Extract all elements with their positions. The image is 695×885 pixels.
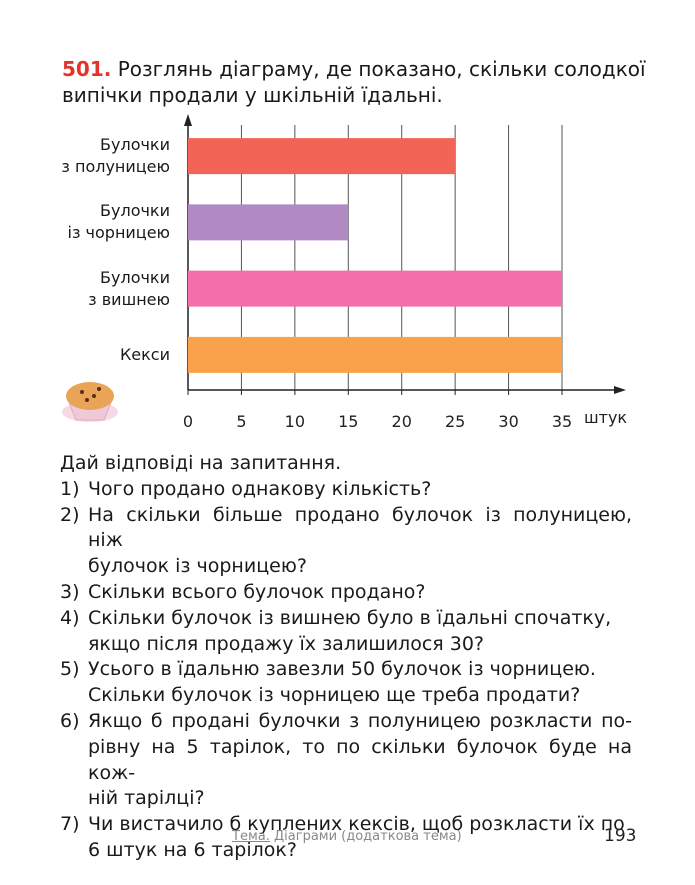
question-number: 1)	[60, 477, 80, 500]
question-line: булочок із чорницею?	[88, 555, 307, 578]
questions-intro: Дай відповіді на запитання.	[60, 452, 342, 474]
question-number: 6)	[60, 709, 80, 732]
question-number: 7)	[60, 813, 80, 836]
question-line: ній тарілці?	[88, 787, 205, 810]
problem-text: випічки продали у шкільній їдальні.	[62, 83, 443, 107]
footer-topic-label: Тема.	[232, 829, 270, 844]
bar	[188, 270, 562, 307]
y-tick-label: Кекси	[119, 344, 170, 364]
question-line: Скільки булочок із вишнею було в їдальні…	[88, 606, 612, 629]
x-tick-label: 20	[392, 412, 412, 431]
question: 4) Скільки булочок із вишнею було в їдаль…	[60, 606, 632, 658]
y-axis-arrow	[184, 114, 192, 126]
question-line: Скільки всього булочок продано?	[88, 580, 426, 603]
bar	[188, 204, 349, 241]
muffin-icon	[62, 382, 118, 422]
x-tick-label: 5	[236, 412, 246, 431]
x-tick-label: 0	[183, 412, 193, 431]
bar	[188, 138, 456, 175]
question-number: 4)	[60, 606, 80, 629]
question: 5) Усього в їдальню завезли 50 булочок із…	[60, 657, 632, 709]
questions: Дай відповіді на запитання. 1) Чого прода…	[60, 451, 632, 864]
problem-number: 501.	[62, 57, 112, 81]
y-tick-label: Булочки з вишнею	[88, 267, 170, 309]
question: 6) Якщо б продані булочки з полуницею роз…	[60, 709, 632, 812]
y-tick-label: Булочки із чорницею	[67, 201, 171, 243]
question-number: 2)	[60, 503, 80, 526]
question: 1) Чого продано однакову кількість?	[60, 477, 632, 503]
question: 7) Чи вистачило б куплених кексів, щоб ро…	[60, 812, 632, 864]
question-line: Скільки булочок із чорницею ще треба про…	[88, 684, 581, 707]
x-tick-label: 30	[498, 412, 518, 431]
problem: 501. Розглянь діаграму, де показано, скі…	[62, 56, 646, 108]
page-number: 193	[604, 826, 637, 846]
question-line: Усього в їдальню завезли 50 булочок із ч…	[88, 658, 596, 681]
problem-text: Розглянь діаграму, де показано, скільки …	[117, 57, 646, 81]
x-axis-label: штук	[584, 408, 627, 427]
question-number: 3)	[60, 580, 80, 603]
bar	[188, 336, 562, 373]
footer-topic: Тема. Діаграми (додаткова тема)	[232, 829, 462, 844]
x-tick-label: 35	[552, 412, 572, 431]
chart: 0 5 10 15 20 25 30 35 штук	[62, 114, 627, 431]
question-text: Чи вистачило б куплених кексів, щоб розк…	[88, 812, 625, 864]
question-number: 5)	[60, 658, 80, 681]
question-line: якщо після продажу їх залишилося 30?	[88, 632, 484, 655]
question-line: Чи вистачило б куплених кексів, щоб розк…	[88, 813, 625, 836]
question-line: Чого продано однакову кількість?	[88, 477, 432, 500]
question-line: Якщо б продані булочки з полуницею розкл…	[88, 709, 632, 732]
footer-topic-text: Діаграми (додаткова тема)	[274, 829, 462, 844]
question-line: 6 штук на 6 тарілок?	[88, 838, 297, 861]
question-text: Усього в їдальню завезли 50 булочок із ч…	[88, 657, 596, 709]
question-text: Чого продано однакову кількість?	[88, 477, 431, 503]
x-tick-label: 15	[338, 412, 358, 431]
question-line: рівну на 5 тарілок, то по скільки булочо…	[88, 735, 632, 784]
question-text: На скільки більше продано булочок із пол…	[88, 503, 632, 580]
question-text: Скільки булочок із вишнею було в їдальні…	[88, 606, 611, 658]
x-tick-label: 10	[285, 412, 305, 431]
question: 2) На скільки більше продано булочок із п…	[60, 503, 632, 580]
x-tick-label: 25	[445, 412, 465, 431]
question-text: Якщо б продані булочки з полуницею розкл…	[88, 709, 632, 812]
y-tick-label: Булочки з полуницею	[61, 135, 170, 177]
question-line: На скільки більше продано булочок із пол…	[88, 503, 632, 552]
question-text: Скільки всього булочок продано?	[88, 580, 425, 606]
x-axis-arrow	[614, 386, 626, 394]
question: 3) Скільки всього булочок продано?	[60, 580, 632, 606]
